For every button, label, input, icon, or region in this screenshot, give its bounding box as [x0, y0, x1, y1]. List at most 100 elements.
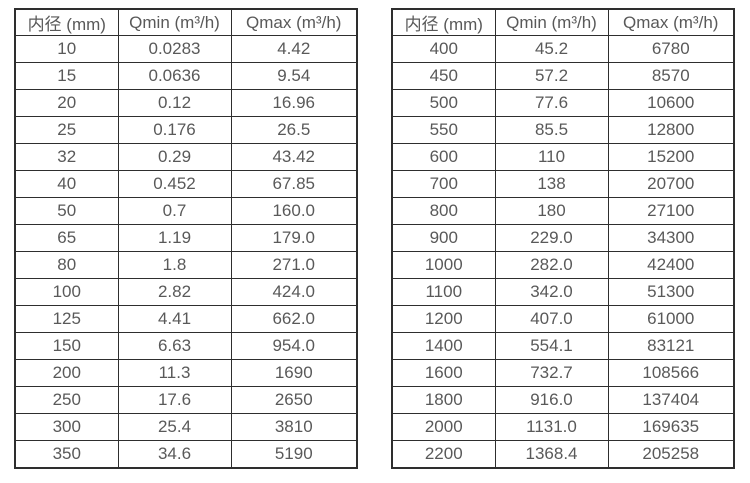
- table-row: 1400 554.1 83121: [391, 332, 735, 360]
- table-cell: 11.3: [117, 359, 232, 387]
- table-cell: 32: [14, 143, 119, 171]
- table-cell: 500: [391, 89, 496, 117]
- table-cell: 10: [14, 35, 119, 63]
- table-cell: 1200: [391, 305, 496, 333]
- table-cell: 40: [14, 170, 119, 198]
- table-row: 400 45.2 6780: [391, 35, 735, 63]
- column-header: 内径 (mm): [391, 8, 496, 36]
- table-row: 1000 282.0 42400: [391, 251, 735, 279]
- table-cell: 108566: [607, 359, 735, 387]
- table-row: 40 0.452 67.85: [14, 170, 358, 198]
- table-cell: 1000: [391, 251, 496, 279]
- table-cell: 900: [391, 224, 496, 252]
- table-cell: 6780: [607, 35, 735, 63]
- table-cell: 15: [14, 62, 119, 90]
- table-cell: 25.4: [117, 413, 232, 441]
- table-row: 65 1.19 179.0: [14, 224, 358, 252]
- table-cell: 4.42: [230, 35, 358, 63]
- table-cell: 0.7: [117, 197, 232, 225]
- table-cell: 350: [14, 440, 119, 469]
- table-header-row: 内径 (mm) Qmin (m³/h) Qmax (m³/h): [14, 8, 358, 36]
- table-cell: 180: [494, 197, 609, 225]
- table-cell: 67.85: [230, 170, 358, 198]
- table-cell: 1131.0: [494, 413, 609, 441]
- table-cell: 662.0: [230, 305, 358, 333]
- table-cell: 51300: [607, 278, 735, 306]
- table-cell: 205258: [607, 440, 735, 469]
- table-row: 100 2.82 424.0: [14, 278, 358, 306]
- table-cell: 200: [14, 359, 119, 387]
- table-cell: 34.6: [117, 440, 232, 469]
- table-cell: 271.0: [230, 251, 358, 279]
- table-cell: 10600: [607, 89, 735, 117]
- table-cell: 400: [391, 35, 496, 63]
- flow-range-table-large-diameters: 内径 (mm) Qmin (m³/h) Qmax (m³/h) 400 45.2 6780…: [391, 8, 735, 469]
- table-row: 900 229.0 34300: [391, 224, 735, 252]
- table-cell: 4.41: [117, 305, 232, 333]
- table-row: 125 4.41 662.0: [14, 305, 358, 333]
- table-row: 500 77.6 10600: [391, 89, 735, 117]
- table-row: 15 0.0636 9.54: [14, 62, 358, 90]
- table-cell: 61000: [607, 305, 735, 333]
- table-cell: 110: [494, 143, 609, 171]
- table-cell: 2000: [391, 413, 496, 441]
- flow-range-table-small-diameters: 内径 (mm) Qmin (m³/h) Qmax (m³/h) 10 0.0283 4.4…: [14, 8, 358, 469]
- table-cell: 42400: [607, 251, 735, 279]
- table-row: 25 0.176 26.5: [14, 116, 358, 144]
- table-cell: 125: [14, 305, 119, 333]
- table-cell: 138: [494, 170, 609, 198]
- table-row: 80 1.8 271.0: [14, 251, 358, 279]
- table-row: 32 0.29 43.42: [14, 143, 358, 171]
- table-cell: 700: [391, 170, 496, 198]
- table-row: 450 57.2 8570: [391, 62, 735, 90]
- table-cell: 169635: [607, 413, 735, 441]
- table-cell: 83121: [607, 332, 735, 360]
- table-cell: 916.0: [494, 386, 609, 414]
- table-cell: 57.2: [494, 62, 609, 90]
- table-row: 10 0.0283 4.42: [14, 35, 358, 63]
- table-row: 1100 342.0 51300: [391, 278, 735, 306]
- table-row: 20 0.12 16.96: [14, 89, 358, 117]
- column-header: Qmin (m³/h): [494, 8, 609, 36]
- table-cell: 160.0: [230, 197, 358, 225]
- table-row: 2000 1131.0 169635: [391, 413, 735, 441]
- table-cell: 5190: [230, 440, 358, 469]
- column-header: Qmax (m³/h): [607, 8, 735, 36]
- table-cell: 229.0: [494, 224, 609, 252]
- table-cell: 342.0: [494, 278, 609, 306]
- table-cell: 1100: [391, 278, 496, 306]
- table-cell: 34300: [607, 224, 735, 252]
- table-cell: 554.1: [494, 332, 609, 360]
- table-cell: 137404: [607, 386, 735, 414]
- table-row: 2200 1368.4 205258: [391, 440, 735, 469]
- table-cell: 407.0: [494, 305, 609, 333]
- table-cell: 27100: [607, 197, 735, 225]
- table-row: 1200 407.0 61000: [391, 305, 735, 333]
- table-row: 300 25.4 3810: [14, 413, 358, 441]
- flow-spec-tables-container: 内径 (mm) Qmin (m³/h) Qmax (m³/h) 10 0.0283 4.4…: [14, 8, 735, 469]
- table-cell: 12800: [607, 116, 735, 144]
- table-row: 150 6.63 954.0: [14, 332, 358, 360]
- table-cell: 250: [14, 386, 119, 414]
- table-cell: 2.82: [117, 278, 232, 306]
- table-cell: 0.452: [117, 170, 232, 198]
- table-cell: 65: [14, 224, 119, 252]
- table-row: 700 138 20700: [391, 170, 735, 198]
- table-cell: 150: [14, 332, 119, 360]
- column-header: Qmax (m³/h): [230, 8, 358, 36]
- table-cell: 9.54: [230, 62, 358, 90]
- table-cell: 50: [14, 197, 119, 225]
- table-cell: 2650: [230, 386, 358, 414]
- table-cell: 424.0: [230, 278, 358, 306]
- table-cell: 25: [14, 116, 119, 144]
- table-cell: 732.7: [494, 359, 609, 387]
- table-cell: 85.5: [494, 116, 609, 144]
- table-cell: 0.0636: [117, 62, 232, 90]
- table-row: 200 11.3 1690: [14, 359, 358, 387]
- table-cell: 954.0: [230, 332, 358, 360]
- table-cell: 16.96: [230, 89, 358, 117]
- table-cell: 20: [14, 89, 119, 117]
- table-cell: 179.0: [230, 224, 358, 252]
- table-cell: 0.176: [117, 116, 232, 144]
- table-cell: 17.6: [117, 386, 232, 414]
